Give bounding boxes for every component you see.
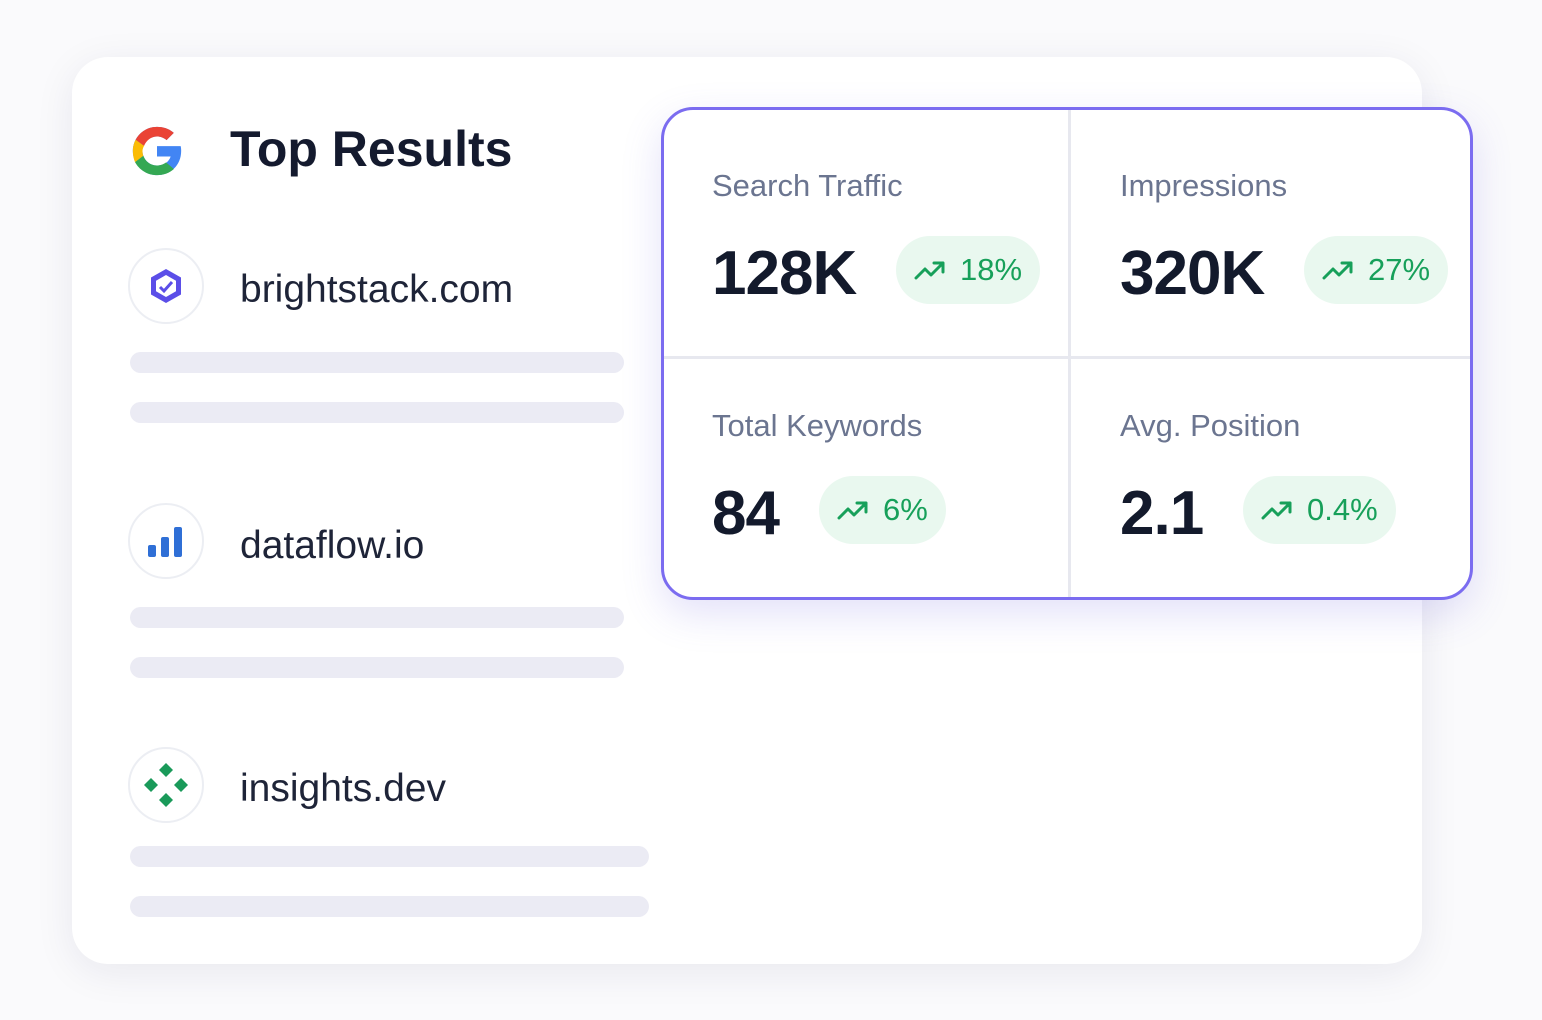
metric-label: Search Traffic	[712, 168, 903, 203]
skeleton-line	[130, 657, 624, 678]
site-icon	[128, 248, 204, 324]
trend-icon	[914, 261, 945, 280]
title: Top Results	[230, 121, 513, 177]
metric-value: 128K	[712, 239, 857, 308]
site-icon	[128, 747, 204, 823]
metric-label: Total Keywords	[712, 408, 923, 443]
site-domain: insights.dev	[240, 767, 446, 810]
metric-value: 320K	[1120, 239, 1265, 308]
change-value: 6%	[883, 492, 928, 527]
change-badge: 0.4%	[1243, 476, 1396, 544]
metric-value: 84	[712, 479, 780, 548]
change-value: 0.4%	[1307, 492, 1378, 527]
skeleton-line	[130, 846, 649, 867]
skeleton-line	[130, 402, 624, 423]
metrics-card: Search Traffic 128K 18% Impressions 320K 27% T…	[661, 107, 1473, 600]
metric-label: Avg. Position	[1120, 408, 1301, 443]
trend-icon	[1322, 261, 1353, 280]
metric-value: 2.1	[1120, 479, 1204, 548]
skeleton-line	[130, 607, 624, 628]
change-badge: 6%	[819, 476, 946, 544]
skeleton-line	[130, 352, 624, 373]
change-value: 18%	[960, 252, 1023, 287]
metric-label: Impressions	[1120, 168, 1288, 203]
site-domain: brightstack.com	[240, 268, 514, 311]
change-badge: 18%	[896, 236, 1041, 304]
skeleton-line	[130, 896, 649, 917]
divider	[1068, 110, 1071, 597]
change-value: 27%	[1368, 252, 1431, 287]
site-icon	[128, 503, 204, 579]
change-badge: 27%	[1304, 236, 1449, 304]
trend-icon	[837, 501, 868, 520]
trend-icon	[1261, 501, 1292, 520]
google-logo	[132, 126, 182, 176]
divider	[664, 356, 1470, 359]
site-domain: dataflow.io	[240, 524, 425, 567]
